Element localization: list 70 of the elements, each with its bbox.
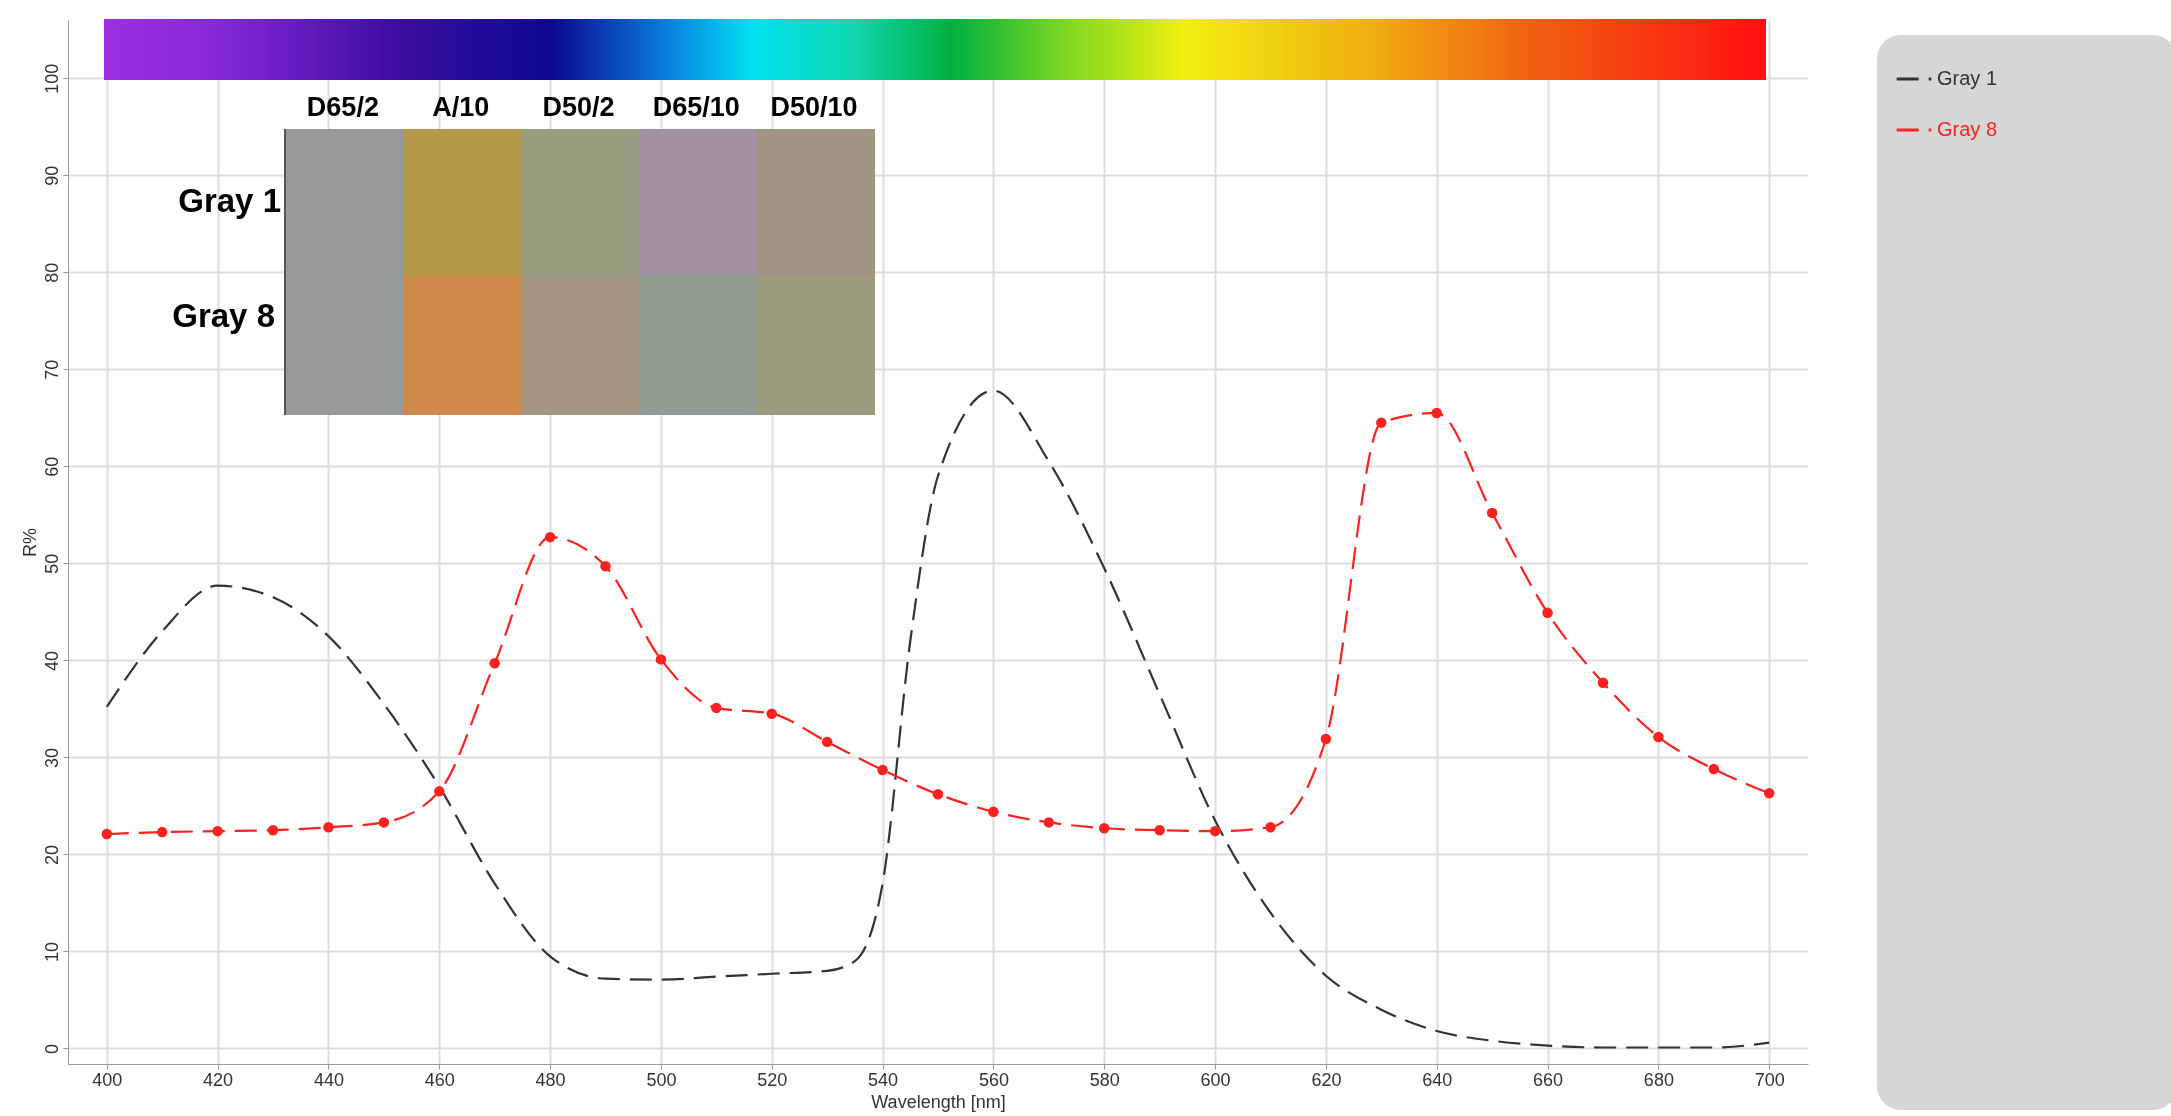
- point: [600, 561, 611, 572]
- x-axis-title: Wavelength [nm]: [871, 1091, 1006, 1112]
- x-tick-label: 440: [313, 1069, 344, 1090]
- x-tick-label: 500: [646, 1069, 677, 1090]
- point: [766, 708, 777, 719]
- point: [212, 825, 223, 837]
- point: [544, 531, 556, 543]
- point: [1763, 788, 1775, 799]
- y-tick-label: 80: [41, 262, 62, 283]
- point: [655, 654, 667, 665]
- point: [323, 822, 334, 833]
- point: [1708, 763, 1720, 775]
- annotation: D50/2: [541, 92, 616, 123]
- point: [1099, 822, 1110, 834]
- x-tick-label: 600: [1200, 1069, 1231, 1090]
- x-tick-label: 660: [1533, 1069, 1564, 1090]
- y-tick-label: 60: [41, 456, 62, 477]
- x-tick-label: 420: [203, 1069, 234, 1090]
- point: [1597, 677, 1609, 688]
- point: [1376, 417, 1387, 428]
- point: [1265, 822, 1276, 833]
- point: [267, 824, 279, 836]
- x-tick-label: 620: [1311, 1069, 1342, 1090]
- point: [1043, 817, 1055, 828]
- x-tick-label: 520: [757, 1069, 788, 1090]
- annotation: D50/10: [769, 92, 859, 123]
- annotation: D65/10: [651, 92, 741, 123]
- x-tick-label: 640: [1422, 1069, 1453, 1090]
- x-tick-label: 700: [1754, 1069, 1785, 1090]
- point: [489, 658, 500, 669]
- point: [378, 817, 390, 828]
- point: [156, 826, 168, 838]
- x-tick-label: 560: [978, 1069, 1009, 1090]
- point: [1320, 733, 1332, 745]
- line-series: [105, 389, 1771, 1049]
- legend-label: Gray 8: [1937, 118, 1998, 140]
- point: [932, 789, 944, 800]
- point: [1542, 607, 1553, 619]
- x-tick-label: 540: [868, 1069, 899, 1090]
- y-tick-label: 100: [41, 63, 62, 94]
- annotation: D65/2: [305, 92, 380, 123]
- y-tick-label: 10: [41, 941, 62, 962]
- y-tick-label: 30: [41, 747, 62, 768]
- annotation: Gray 1: [177, 182, 281, 220]
- y-tick-label: 90: [41, 165, 62, 186]
- y-tick-label: 50: [41, 553, 62, 574]
- point: [1653, 731, 1664, 743]
- annotation: A/10: [431, 92, 491, 123]
- x-tick-label: 480: [535, 1069, 566, 1090]
- point: [1154, 824, 1165, 836]
- y-tick-label: 70: [41, 359, 62, 380]
- point: [711, 702, 722, 714]
- point: [1486, 507, 1498, 519]
- x-tick-label: 460: [424, 1069, 455, 1090]
- point: [1209, 825, 1221, 837]
- y-tick-label: 0: [41, 1043, 62, 1054]
- point: [988, 806, 999, 817]
- x-tick-label: 580: [1089, 1069, 1120, 1090]
- point: [877, 764, 888, 776]
- y-tick-label: 20: [41, 844, 62, 865]
- point: [101, 828, 113, 840]
- point: [1431, 407, 1442, 419]
- legend-label: Gray 1: [1937, 67, 1998, 89]
- y-axis-title: R%: [19, 527, 40, 558]
- point: [434, 786, 445, 797]
- x-tick-label: 680: [1643, 1069, 1674, 1090]
- annotation: Gray 8: [171, 297, 275, 335]
- y-tick-label: 40: [41, 650, 62, 671]
- x-tick-label: 400: [92, 1069, 123, 1090]
- point: [821, 736, 833, 748]
